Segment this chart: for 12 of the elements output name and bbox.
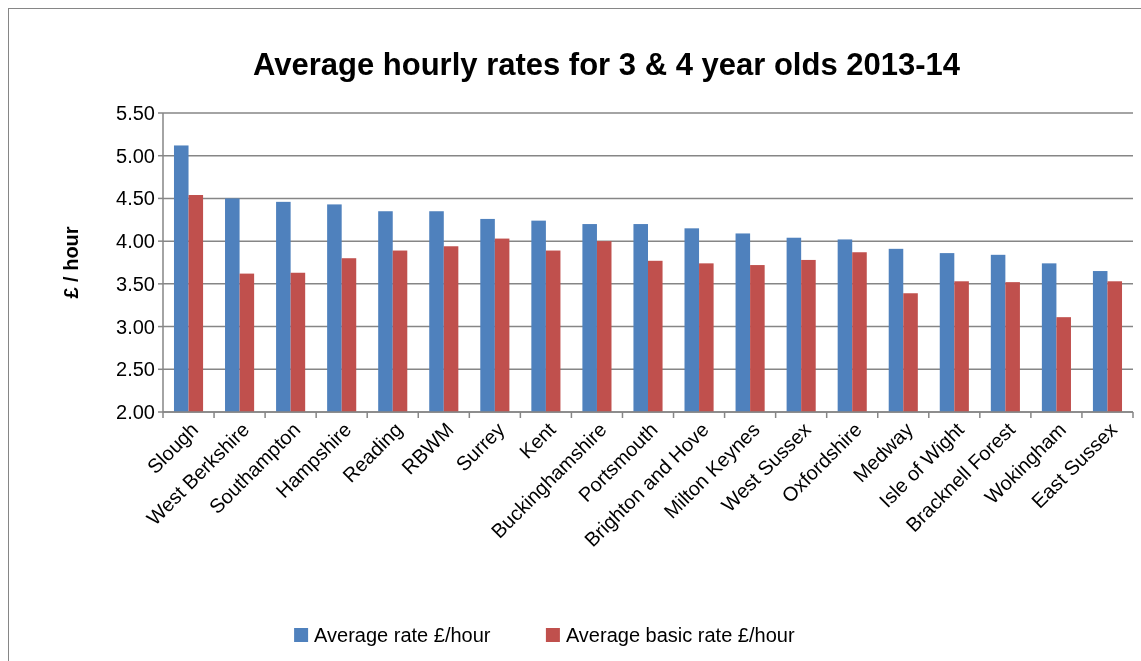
legend-label: Average basic rate £/hour	[565, 624, 795, 646]
chart-title: Average hourly rates for 3 & 4 year olds 2013-14	[252, 47, 961, 82]
y-tick-label: 2.00	[116, 401, 155, 423]
y-tick-label: 5.00	[116, 144, 155, 167]
y-tick-label: 3.50	[116, 272, 155, 295]
y-tick-label: 5.50	[116, 102, 155, 124]
y-tick-label: 2.50	[116, 358, 155, 381]
y-tick-label: 4.00	[116, 230, 155, 253]
y-tick-label: 3.00	[116, 315, 155, 338]
y-tick-label: 4.50	[116, 187, 155, 210]
y-axis-title: £ / hour	[60, 226, 82, 299]
legend-label: Average rate £/hour	[314, 624, 491, 646]
